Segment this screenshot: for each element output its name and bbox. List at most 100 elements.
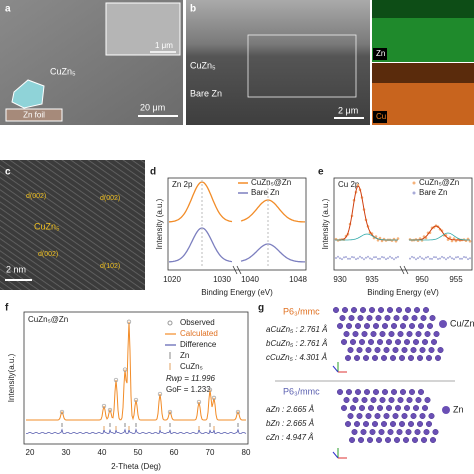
atom [429,315,436,322]
atom [426,421,433,428]
atom [355,389,362,396]
fit-component [335,233,398,241]
atom [349,437,356,444]
xrd-observed [122,367,128,372]
spectrum-point [411,255,413,258]
atom [414,307,421,314]
scale-label: 20 μm [140,102,165,112]
atom [379,397,386,404]
scale-label: 2 μm [338,105,358,115]
atom [373,389,380,396]
legend-label: Zn [180,351,189,360]
atom [399,355,406,362]
atom [360,307,367,314]
atom [417,421,424,428]
lattice-param: aZn : 2.665 Å [266,405,314,414]
atom [339,315,346,322]
spectrum-point [383,256,385,259]
atom [387,307,394,314]
axis-break [399,265,405,275]
atom [385,437,392,444]
atom [412,437,419,444]
atom [418,389,425,396]
spectrum-point [379,257,381,260]
x-tick-label: 930 [333,275,347,284]
space-group: P6₃/mmc [283,386,320,396]
atom [370,397,377,404]
legend-label: Zn [453,404,464,414]
lattice-param: bCuZn₅ : 2.761 Å [266,339,327,348]
atom [337,389,344,396]
spectrum-point [461,257,463,260]
legend-label: CuZn₅@Zn [419,178,459,187]
xrd-observed [211,395,217,401]
atom [351,307,358,314]
atom [379,331,386,338]
spectrum-point [371,258,373,261]
spectrum-point [409,257,411,260]
legend-label: Bare Zn [251,188,279,197]
cross-section-image [186,0,370,125]
atom [430,437,437,444]
spectrum-point [437,258,439,260]
atom [386,339,393,346]
atom [387,429,394,436]
atom [350,405,357,412]
axis-break [236,265,242,275]
space-group: P6₃/mmc [283,306,320,316]
atom [369,429,376,436]
atom [392,347,399,354]
fit-component [409,232,470,241]
atom [422,339,429,346]
atom [414,429,421,436]
spectrum-point [365,256,367,259]
axis-break [232,265,238,275]
atom [359,405,366,412]
x-tick-label: 20 [26,448,35,457]
cu-map-top [372,63,474,83]
legend-label: Calculated [180,329,218,338]
atom [388,397,395,404]
atom [404,405,411,412]
atom [408,355,415,362]
phase-label: CuZn₅ [34,221,60,231]
atom [341,405,348,412]
spectrum-point [467,258,469,261]
tem-image [0,160,145,290]
xrd-observed [167,409,173,415]
atom [421,437,428,444]
atom [361,397,368,404]
atom [345,355,352,362]
atom [401,413,408,420]
atom [396,429,403,436]
atom [423,307,430,314]
plane-label: d(102) [100,263,120,270]
atom [400,389,407,396]
atom [405,307,412,314]
atom [356,347,363,354]
spectrum-point [381,256,383,258]
spectrum-point [419,255,421,258]
plot-title: CuZn₅@Zn [28,315,68,324]
spectrum-point [369,257,371,260]
atom [361,331,368,338]
atom [382,389,389,396]
lattice-param: aCuZn₅ : 2.761 Å [266,325,327,334]
spectrum-point [413,256,415,259]
x-tick-label: 1020 [163,275,181,284]
spectrum-point [415,258,417,261]
atom [432,429,439,436]
spectrum-point [393,258,395,261]
atom [413,405,420,412]
atom [397,331,404,338]
spectrum-point [397,255,399,258]
atom [378,429,385,436]
axis-break [403,265,409,275]
axes-triad [332,362,347,459]
plane-label: d(002) [26,193,46,200]
atom [368,405,375,412]
atom [370,331,377,338]
atom [356,413,363,420]
spectrum-point [341,258,343,261]
spectrum-point [337,255,339,258]
